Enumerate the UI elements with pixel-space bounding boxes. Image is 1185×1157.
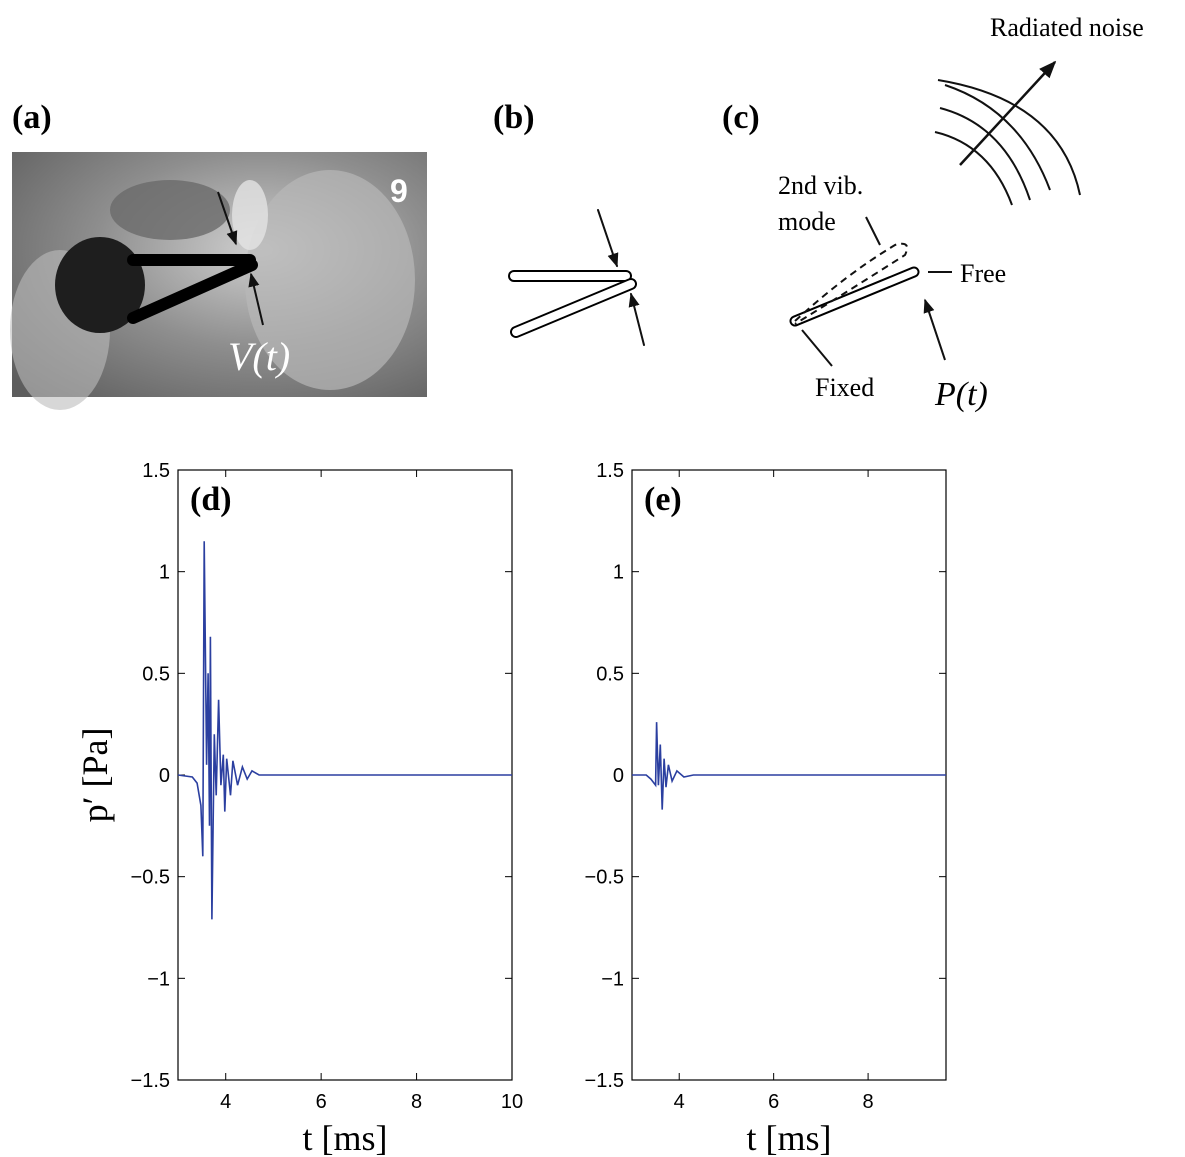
x-axis-label: t [ms] xyxy=(747,1118,832,1157)
mode-label: mode xyxy=(778,207,836,236)
y-tick-label: 0 xyxy=(159,765,170,787)
x-tick-label: 6 xyxy=(316,1091,327,1113)
y-tick-label: 1 xyxy=(613,562,624,584)
reed-diagram xyxy=(789,60,1081,367)
panel-label: (e) xyxy=(644,481,682,518)
y-tick-label: 1.5 xyxy=(596,460,624,482)
y-tick-label: −1 xyxy=(147,968,170,990)
y-tick-label: 0 xyxy=(613,765,624,787)
panel-label: (b) xyxy=(493,99,535,136)
x-tick-label: 6 xyxy=(768,1091,779,1113)
x-tick-label: 4 xyxy=(220,1091,231,1113)
panel-label: (d) xyxy=(190,481,232,518)
y-tick-label: −1.5 xyxy=(585,1070,624,1092)
x-axis-label: t [ms] xyxy=(303,1118,388,1157)
x-tick-label: 8 xyxy=(411,1091,422,1113)
panel-label: (a) xyxy=(12,99,52,136)
x-tick-label: 8 xyxy=(863,1091,874,1113)
x-tick-label: 4 xyxy=(674,1091,685,1113)
free-label: Free xyxy=(960,259,1006,288)
x-tick-label: 10 xyxy=(501,1091,523,1113)
y-axis-label: p′ [Pa] xyxy=(75,728,115,823)
y-tick-label: −0.5 xyxy=(131,867,170,889)
fold-diagram xyxy=(508,209,645,346)
y-tick-label: 0.5 xyxy=(596,663,624,685)
y-tick-label: 1 xyxy=(159,562,170,584)
fixed-label: Fixed xyxy=(815,373,874,402)
frame-number: 9 xyxy=(390,173,408,209)
y-tick-label: 1.5 xyxy=(142,460,170,482)
radiated-label: Radiated noise xyxy=(990,13,1144,42)
mode-label: 2nd vib. xyxy=(778,171,863,200)
velocity-label: V(t) xyxy=(228,334,290,379)
force-label: P(t) xyxy=(934,376,988,413)
photo xyxy=(10,152,427,410)
panel-label: (c) xyxy=(722,99,760,136)
data-line xyxy=(177,541,512,920)
y-tick-label: −1 xyxy=(601,968,624,990)
y-tick-label: −0.5 xyxy=(585,867,624,889)
y-tick-label: 0.5 xyxy=(142,663,170,685)
y-tick-label: −1.5 xyxy=(131,1070,170,1092)
data-line xyxy=(632,722,946,810)
